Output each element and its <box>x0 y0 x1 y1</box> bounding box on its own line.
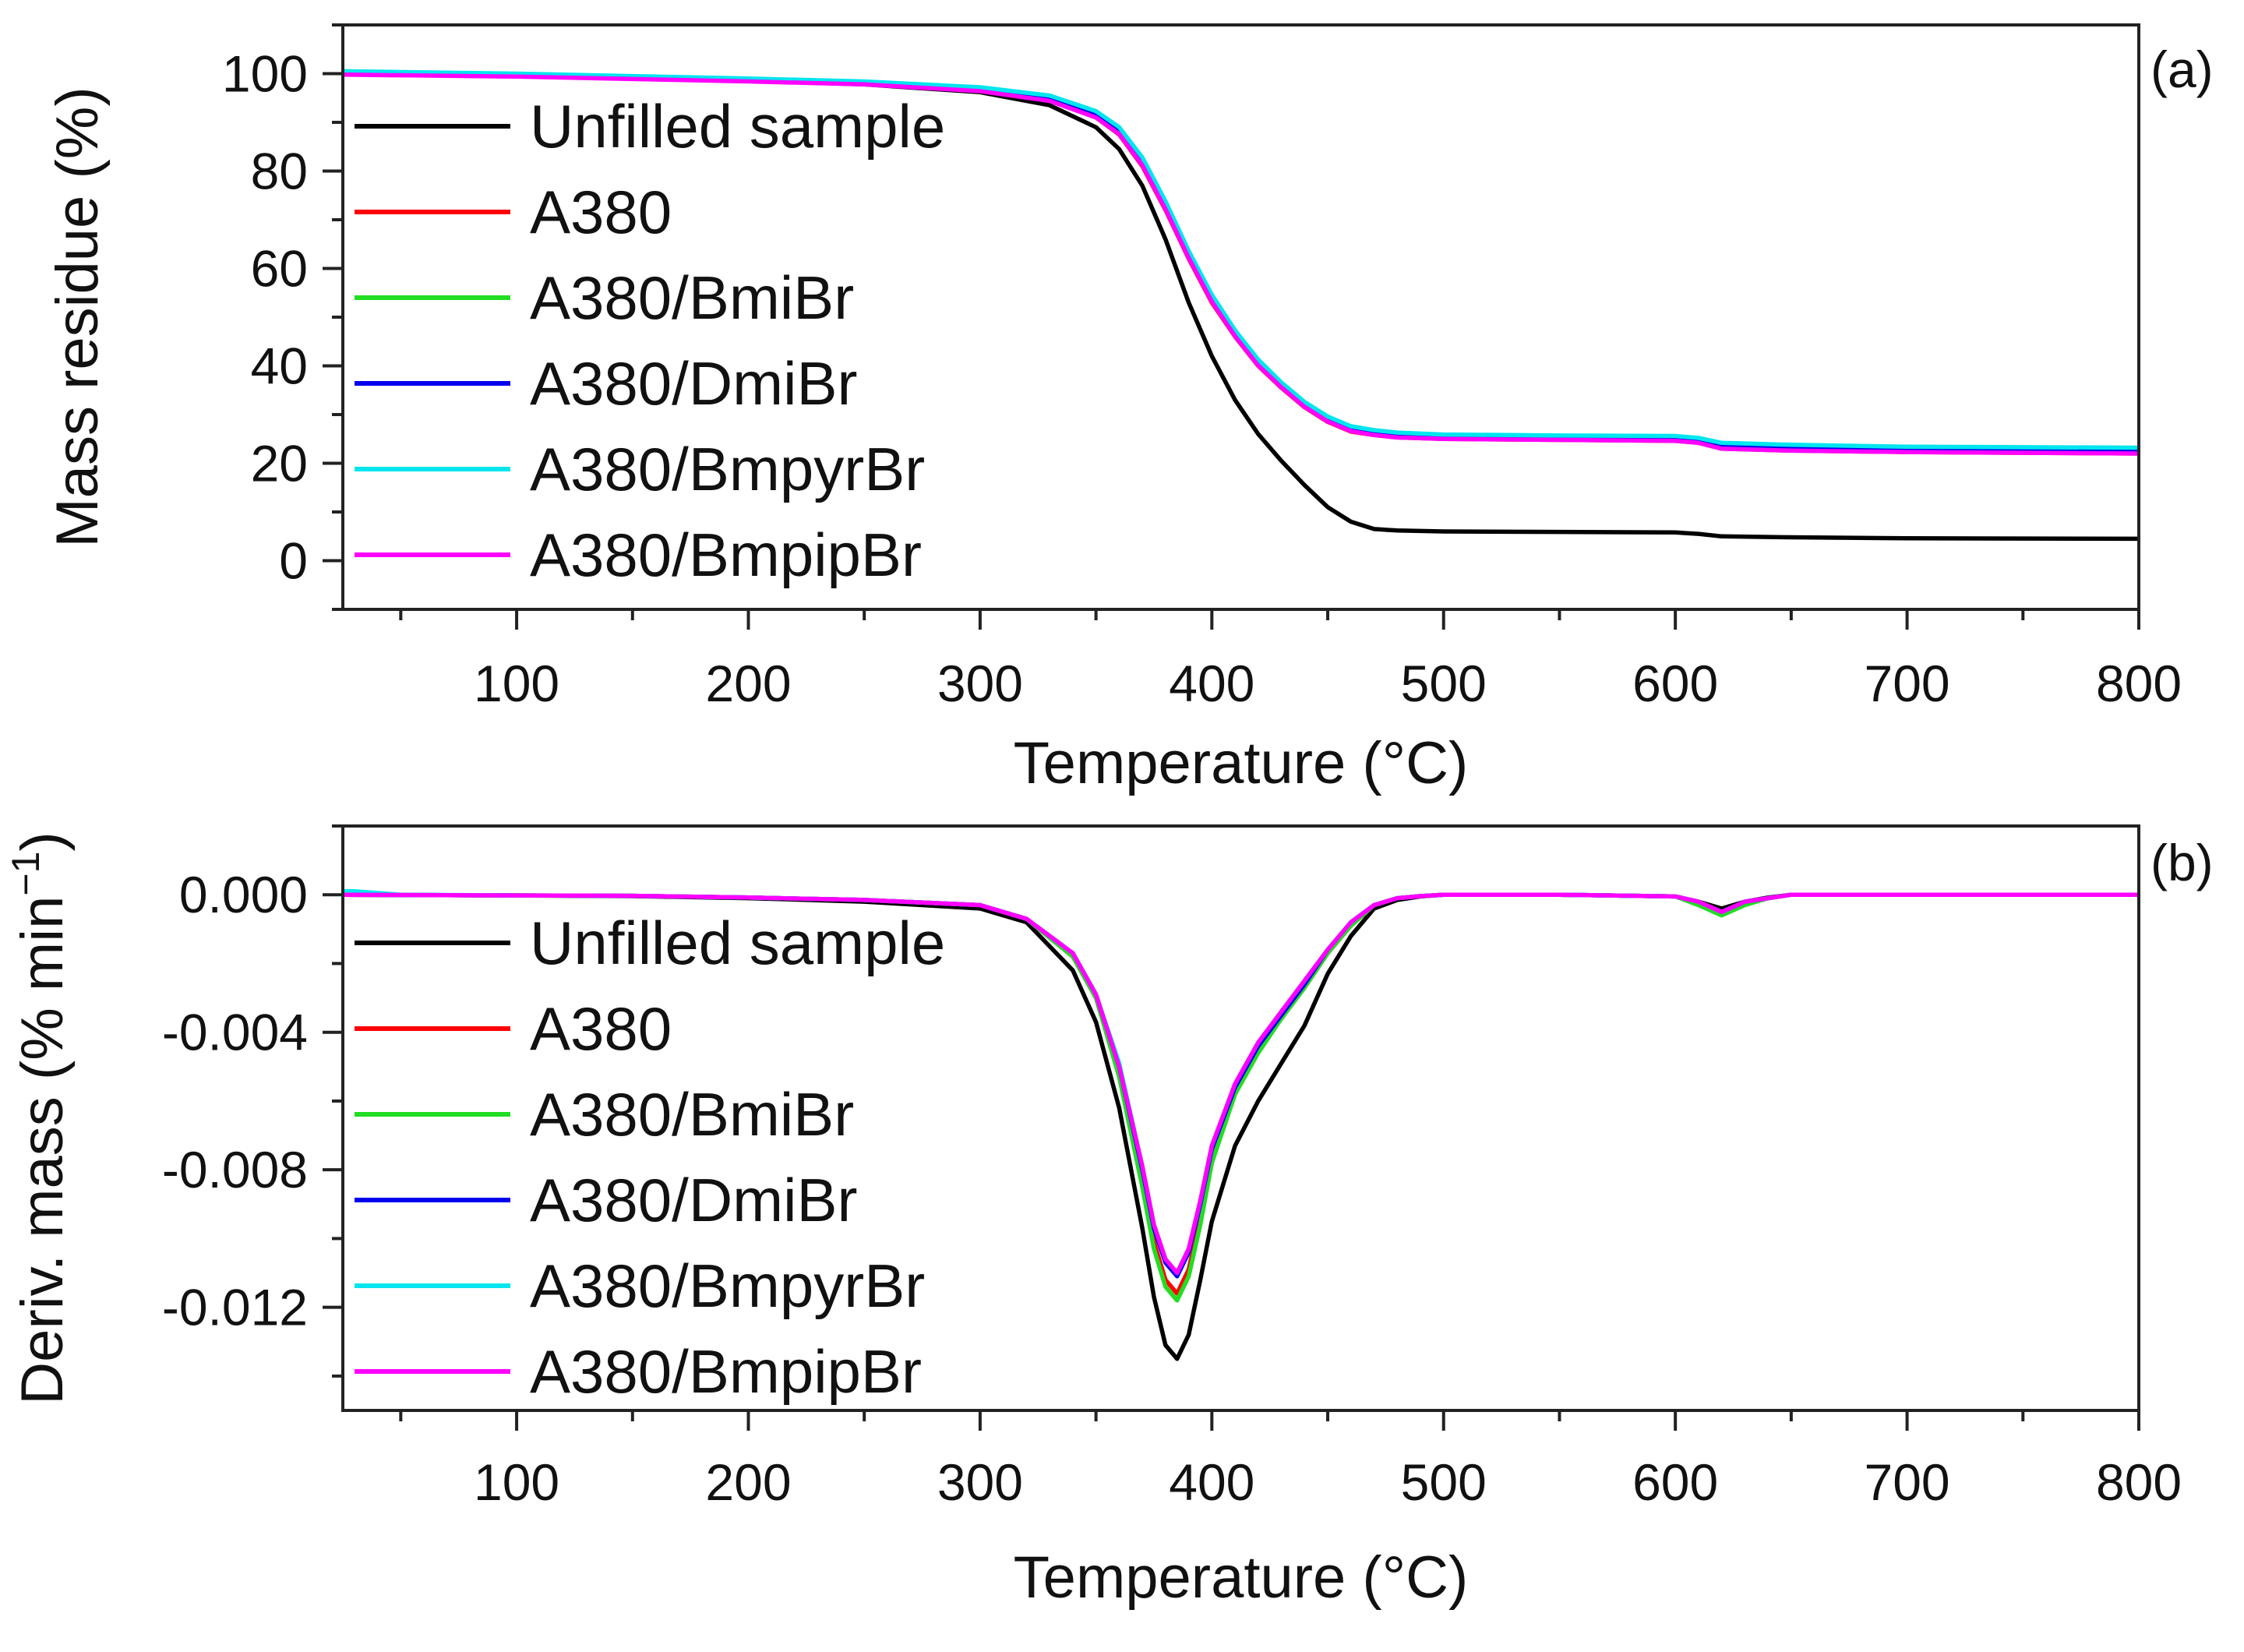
panel-label: (b) <box>2150 834 2214 891</box>
plot-area <box>343 889 2139 1361</box>
legend-label: A380 <box>530 178 672 246</box>
y-tick-label: -0.008 <box>162 1141 308 1198</box>
legend-label: A380/DmiBr <box>530 349 857 418</box>
y-tick-label: -0.012 <box>162 1279 308 1336</box>
legend-label: A380/DmiBr <box>530 1166 857 1234</box>
plot-frame <box>341 824 2140 1412</box>
x-tick-label: 700 <box>1865 655 1950 712</box>
y-axis-title-superscript: −1 <box>4 852 48 896</box>
x-tick-label: 600 <box>1632 1453 1718 1511</box>
x-tick-label: 800 <box>2096 1453 2182 1511</box>
legend-label: A380/BmiBr <box>530 263 854 332</box>
y-tick-label: 100 <box>222 45 308 103</box>
y-axis-title-text: Mass residue (%) <box>44 86 111 547</box>
x-tick-label: 500 <box>1401 1453 1487 1511</box>
x-tick-label: 100 <box>474 1453 559 1511</box>
x-tick-label: 300 <box>937 1453 1023 1511</box>
y-tick-label: 60 <box>251 240 308 298</box>
y-tick-label: 0.000 <box>179 866 308 923</box>
legend-label: A380 <box>530 994 672 1063</box>
series-line <box>343 71 2139 542</box>
x-tick-label: 500 <box>1401 655 1487 712</box>
x-tick-label: 100 <box>474 655 559 712</box>
legend-label: A380/BmpipBr <box>530 1337 922 1406</box>
panel-b: 100 200 300 400 500 600 700 800 0.000 -0.004 -0.00… <box>4 824 2214 1611</box>
legend-label: Unfilled sample <box>530 909 945 977</box>
y-tick-label: -0.004 <box>162 1004 308 1061</box>
y-axis-title: Mass residue (%) <box>44 86 111 547</box>
x-tick-label: 400 <box>1169 1453 1254 1511</box>
y-tick-label: 40 <box>251 337 308 395</box>
x-tick-label: 700 <box>1865 1453 1950 1511</box>
y-tick-label: 0 <box>279 532 308 590</box>
legend: Unfilled sample A380 A380/BmiBr A380/DmiBr A… <box>355 909 945 1406</box>
y-axis-title-paren: ) <box>9 831 76 851</box>
x-tick-label: 600 <box>1632 655 1718 712</box>
series-line <box>343 69 2139 450</box>
x-tick-label: 200 <box>705 1453 791 1511</box>
x-tick-label: 400 <box>1169 655 1254 712</box>
x-axis-title: Temperature (°C) <box>1014 730 1469 796</box>
panel-a: 100 200 300 400 500 600 700 800 0 20 40 60 80 100 Temp… <box>44 23 2214 796</box>
legend-label: A380/BmiBr <box>530 1080 854 1149</box>
series-line <box>343 892 2139 1276</box>
x-tick-label: 200 <box>705 655 791 712</box>
plot-area <box>343 69 2139 542</box>
y-axis-title-text: Deriv. mass (% min <box>9 896 76 1405</box>
x-axis-title: Temperature (°C) <box>1014 1544 1469 1611</box>
legend-label: A380/BmpipBr <box>530 521 922 589</box>
series-line <box>343 72 2139 456</box>
x-tick-label: 800 <box>2096 655 2182 712</box>
legend: Unfilled sample A380 A380/BmiBr A380/DmiBr A… <box>355 92 945 589</box>
legend-label: A380/BmpyrBr <box>530 435 925 503</box>
legend-label: A380/BmpyrBr <box>530 1251 925 1320</box>
legend-label: Unfilled sample <box>530 92 945 161</box>
panel-label: (a) <box>2150 41 2214 98</box>
y-axis-title: Deriv. mass (% min−1) <box>4 831 76 1404</box>
x-tick-label: 300 <box>937 655 1023 712</box>
y-tick-label: 20 <box>251 435 308 492</box>
y-tick-label: 80 <box>251 143 308 200</box>
